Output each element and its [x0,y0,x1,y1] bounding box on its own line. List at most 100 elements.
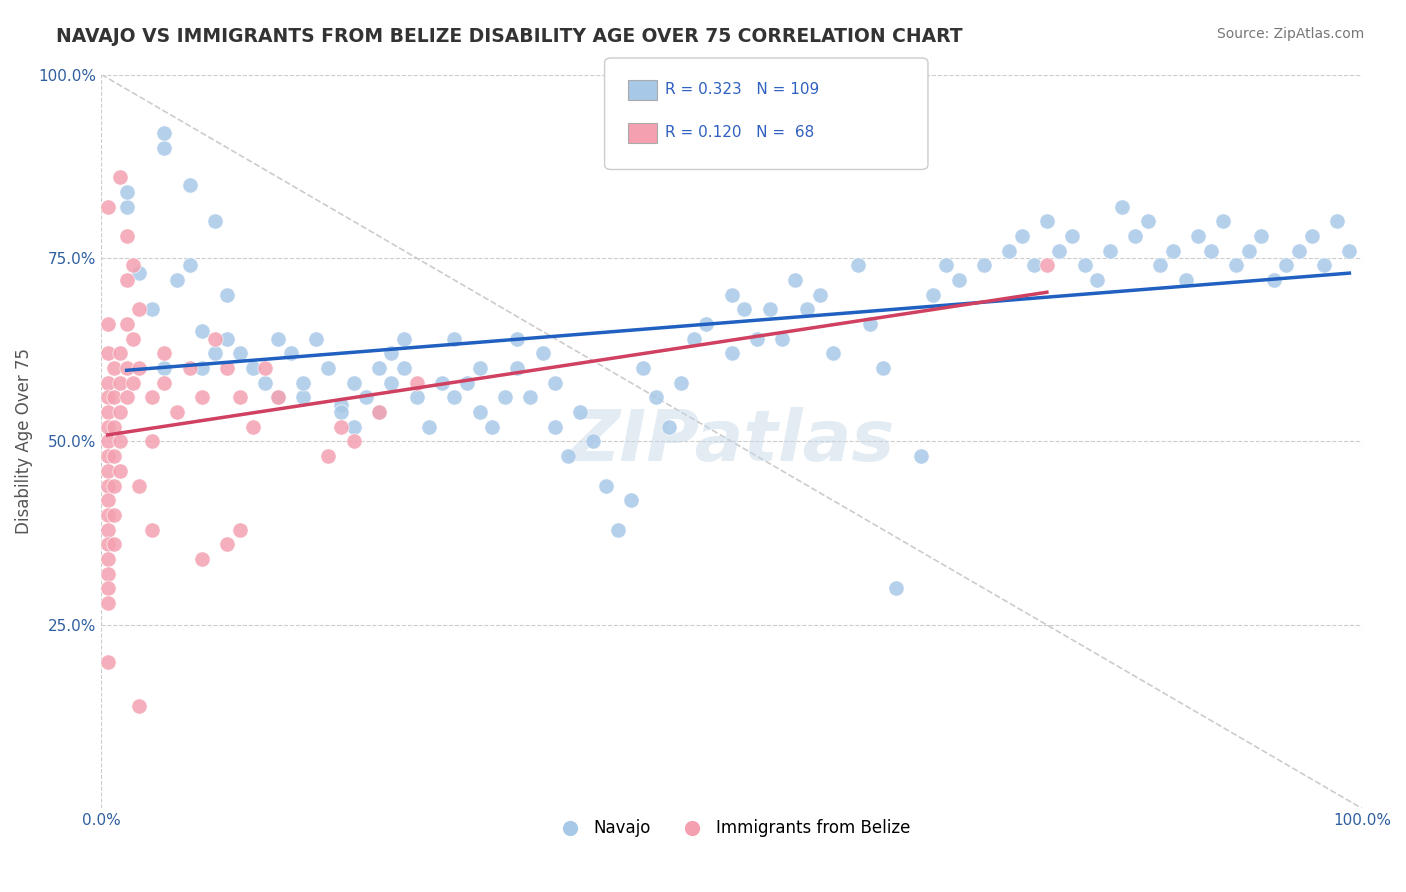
Navajo [922,287,945,301]
Navajo [948,273,970,287]
Navajo [1098,244,1121,258]
Legend: Navajo, Immigrants from Belize: Navajo, Immigrants from Belize [547,813,917,844]
Navajo [519,391,541,405]
Navajo [329,398,352,412]
Navajo [430,376,453,390]
Immigrants from Belize [97,419,120,434]
Navajo [683,332,706,346]
Navajo [292,376,315,390]
Immigrants from Belize [97,346,120,360]
Text: R = 0.120   N =  68: R = 0.120 N = 68 [665,125,814,139]
Navajo [1237,244,1260,258]
Immigrants from Belize [141,391,163,405]
Navajo [115,185,138,199]
Navajo [846,258,869,272]
Text: R = 0.323   N = 109: R = 0.323 N = 109 [665,82,820,96]
Immigrants from Belize [204,332,226,346]
Navajo [342,419,364,434]
Navajo [884,581,907,595]
Navajo [531,346,554,360]
Navajo [998,244,1021,258]
Navajo [115,200,138,214]
Immigrants from Belize [179,361,201,376]
Navajo [254,376,277,390]
Navajo [1326,214,1348,228]
Immigrants from Belize [128,361,150,376]
Immigrants from Belize [191,552,214,566]
Navajo [720,287,742,301]
Immigrants from Belize [122,376,145,390]
Navajo [720,346,742,360]
Immigrants from Belize [153,376,176,390]
Immigrants from Belize [128,302,150,317]
Navajo [191,325,214,339]
Navajo [443,332,465,346]
Immigrants from Belize [97,391,120,405]
Navajo [1212,214,1234,228]
Immigrants from Belize [405,376,427,390]
Navajo [443,391,465,405]
Immigrants from Belize [254,361,277,376]
Navajo [544,376,567,390]
Immigrants from Belize [217,361,239,376]
Immigrants from Belize [122,258,145,272]
Navajo [128,266,150,280]
Navajo [217,287,239,301]
Navajo [367,361,389,376]
Navajo [758,302,780,317]
Immigrants from Belize [103,537,125,551]
Immigrants from Belize [103,449,125,463]
Navajo [1174,273,1197,287]
Immigrants from Belize [267,391,290,405]
Immigrants from Belize [329,419,352,434]
Immigrants from Belize [115,229,138,244]
Navajo [1036,214,1059,228]
Navajo [695,317,717,331]
Immigrants from Belize [110,376,132,390]
Navajo [191,361,214,376]
Text: Source: ZipAtlas.com: Source: ZipAtlas.com [1216,27,1364,41]
Immigrants from Belize [115,317,138,331]
Navajo [557,449,579,463]
Navajo [506,361,529,376]
Immigrants from Belize [97,537,120,551]
Navajo [544,419,567,434]
Navajo [242,361,264,376]
Navajo [1123,229,1146,244]
Immigrants from Belize [141,434,163,449]
Navajo [1288,244,1310,258]
Navajo [380,346,402,360]
Navajo [329,405,352,419]
Immigrants from Belize [153,346,176,360]
Immigrants from Belize [128,478,150,492]
Immigrants from Belize [103,361,125,376]
Immigrants from Belize [115,273,138,287]
Immigrants from Belize [191,391,214,405]
Navajo [229,346,252,360]
Immigrants from Belize [97,478,120,492]
Navajo [481,419,503,434]
Immigrants from Belize [115,391,138,405]
Navajo [305,332,328,346]
Navajo [506,332,529,346]
Navajo [418,419,440,434]
Immigrants from Belize [318,449,340,463]
Immigrants from Belize [103,391,125,405]
Navajo [1301,229,1323,244]
Navajo [204,214,226,228]
Navajo [821,346,844,360]
Navajo [179,258,201,272]
Navajo [770,332,793,346]
Navajo [973,258,995,272]
Navajo [392,332,415,346]
Immigrants from Belize [97,464,120,478]
Navajo [153,126,176,140]
Immigrants from Belize [110,170,132,185]
Navajo [166,273,188,287]
Navajo [645,391,668,405]
Navajo [367,405,389,419]
Navajo [1225,258,1247,272]
Immigrants from Belize [141,523,163,537]
Immigrants from Belize [342,434,364,449]
Navajo [1275,258,1298,272]
